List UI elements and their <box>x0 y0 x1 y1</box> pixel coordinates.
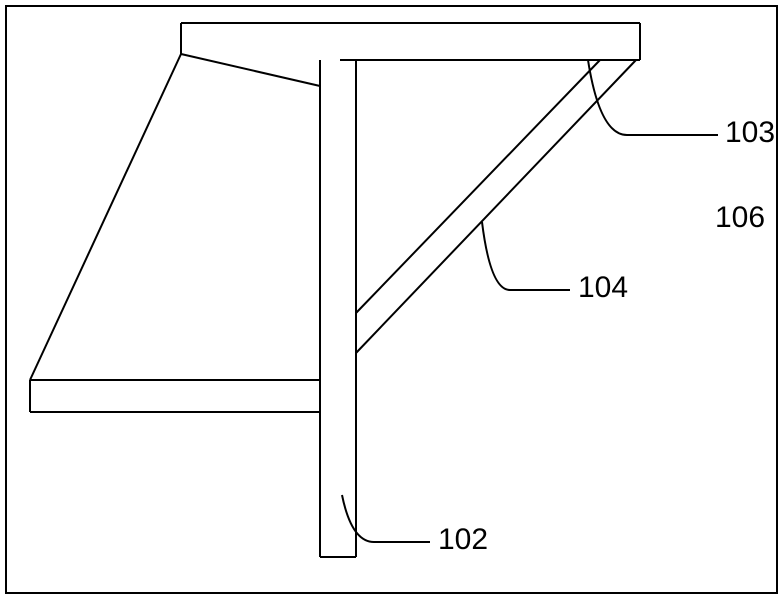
label-103: 103 <box>725 116 775 150</box>
lower-beam-back-edge <box>30 54 181 380</box>
brace-top <box>356 60 600 313</box>
leader-103 <box>588 60 718 135</box>
label-104: 104 <box>578 271 628 305</box>
outer-frame <box>6 6 777 593</box>
brace-bottom <box>356 60 636 353</box>
leader-104 <box>482 222 570 290</box>
label-102: 102 <box>438 523 488 557</box>
label-106: 106 <box>715 201 765 235</box>
back-beam-bottom <box>181 54 320 86</box>
